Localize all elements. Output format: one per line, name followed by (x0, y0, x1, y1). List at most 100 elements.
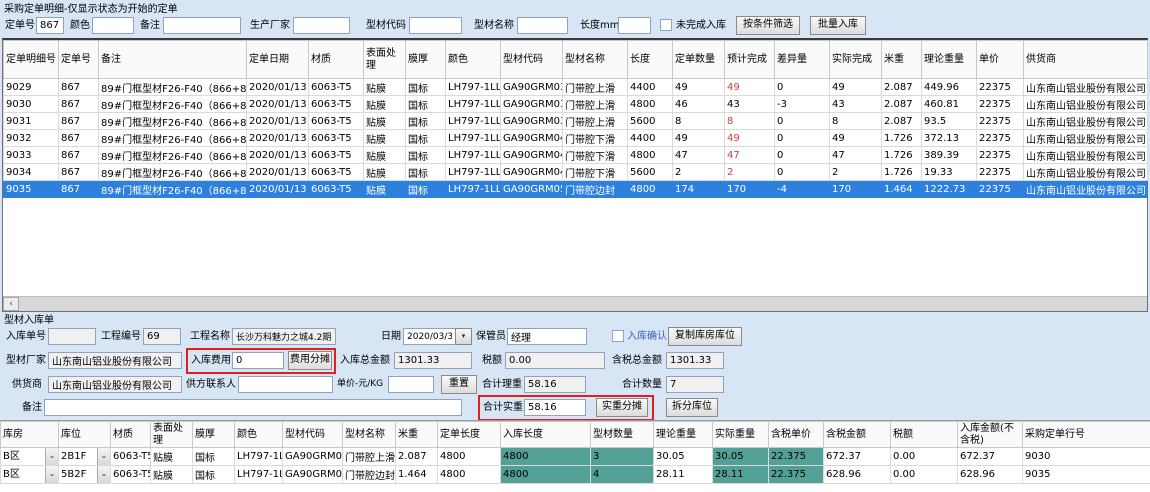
combo-cell[interactable]: 2B1F ⌄ (58, 447, 111, 466)
filter-color-input[interactable] (92, 17, 134, 34)
combo-cell[interactable]: B区 ⌄ (0, 465, 59, 484)
column-header[interactable]: 表面处理 (150, 421, 193, 448)
column-header[interactable]: 米重 (881, 40, 922, 79)
order-table-row[interactable]: 903386789#门框型材F26-F40（866+867）2020/01/13… (3, 146, 1148, 164)
inbound-confirm-checkbox[interactable] (612, 330, 624, 342)
unit-price-input[interactable] (388, 376, 434, 393)
column-header[interactable]: 实际重量 (712, 421, 769, 448)
column-header[interactable]: 型材数量 (590, 421, 654, 448)
supplier-input[interactable] (48, 376, 182, 393)
actual-weight-allocate-button[interactable]: 实重分摊 (596, 398, 648, 417)
inbound-table-row[interactable]: B区⌄5B2F⌄6063-T5贴膜国标LH797-1LL0GA90GRM05门带… (0, 465, 1150, 484)
column-header[interactable]: 含税单价 (768, 421, 824, 448)
cell: 4800 (437, 447, 501, 466)
reset-button[interactable]: 重置 (441, 375, 477, 394)
actual-weight-total-input[interactable] (524, 399, 586, 416)
cell: 89#门框型材F26-F40（866+867） (98, 146, 247, 164)
column-header[interactable]: 型材名称 (562, 40, 628, 79)
dropdown-arrow-icon[interactable]: ⌄ (45, 466, 58, 483)
cell: 4800 (500, 447, 591, 466)
cell: 门带腔边封 (562, 180, 628, 198)
factory-input[interactable] (48, 352, 182, 369)
combo-cell[interactable]: B区 ⌄ (0, 447, 59, 466)
column-header[interactable]: 实际完成 (829, 40, 882, 79)
date-input[interactable] (403, 328, 456, 345)
column-header[interactable]: 理论重量 (921, 40, 977, 79)
order-table-row[interactable]: 902986789#门框型材F26-F40（866+867）2020/01/13… (3, 78, 1148, 96)
column-header[interactable]: 差异量 (774, 40, 830, 79)
column-header[interactable]: 税额 (890, 421, 958, 448)
column-header[interactable]: 入库金额(不含税) (957, 421, 1023, 448)
cell: LH797-1LL0 (445, 95, 501, 113)
horizontal-scrollbar[interactable]: ‹ (3, 296, 1147, 311)
column-header[interactable]: 材质 (308, 40, 364, 79)
unfinished-checkbox[interactable] (660, 19, 672, 31)
filter-length-input[interactable] (618, 17, 651, 34)
column-header[interactable]: 颜色 (234, 421, 283, 448)
column-header[interactable]: 含税金额 (823, 421, 891, 448)
project-no-input[interactable] (143, 328, 181, 345)
dropdown-arrow-icon[interactable]: ⌄ (45, 448, 58, 465)
column-header[interactable]: 备注 (98, 40, 247, 79)
column-header[interactable]: 定单日期 (246, 40, 309, 79)
column-header[interactable]: 膜厚 (405, 40, 446, 79)
keeper-input[interactable] (507, 328, 587, 345)
combo-cell[interactable]: 5B2F ⌄ (58, 465, 111, 484)
copy-warehouse-location-button[interactable]: 复制库房库位 (668, 327, 742, 346)
total-amount-input[interactable] (394, 352, 472, 369)
column-header[interactable]: 米重 (395, 421, 438, 448)
column-header[interactable]: 定单数量 (672, 40, 725, 79)
column-header[interactable]: 长度 (627, 40, 673, 79)
filter-by-condition-button[interactable]: 按条件筛选 (736, 16, 800, 35)
dropdown-arrow-icon[interactable]: ⌄ (97, 466, 110, 483)
column-header[interactable]: 单价 (976, 40, 1024, 79)
fee-input[interactable] (232, 352, 284, 369)
column-header[interactable]: 定单长度 (437, 421, 501, 448)
theory-weight-total-input[interactable] (524, 376, 586, 393)
column-header[interactable]: 型材名称 (342, 421, 396, 448)
column-header[interactable]: 库位 (58, 421, 111, 448)
order-table-row[interactable]: 903486789#门框型材F26-F40（866+867）2020/01/13… (3, 163, 1148, 181)
inbound-grid-panel: 库房 库位 材质 表面处理 膜厚 颜色 型材代码 型材名称 米重 定单长度 入库长度 型材数量 理论重量… (0, 420, 1150, 492)
filter-manufacturer-input[interactable] (293, 17, 350, 34)
remark-input[interactable] (44, 399, 462, 416)
inbound-table-row[interactable]: B区⌄2B1F⌄6063-T5贴膜国标LH797-1LL0GA90GRM03门带… (0, 447, 1150, 466)
order-table-row[interactable]: 903186789#门框型材F26-F40（866+867）2020/01/13… (3, 112, 1148, 130)
column-header[interactable]: 表面处理 (363, 40, 406, 79)
column-header[interactable]: 库房 (0, 421, 59, 448)
column-header[interactable]: 理论重量 (653, 421, 713, 448)
project-name-input[interactable] (232, 328, 336, 345)
split-location-button[interactable]: 拆分库位 (666, 398, 718, 417)
order-table-row[interactable]: 903586789#门框型材F26-F40（866+867）2020/01/13… (3, 180, 1148, 198)
column-header[interactable]: 型材代码 (282, 421, 343, 448)
dropdown-arrow-icon[interactable]: ⌄ (97, 448, 110, 465)
filter-remark-input[interactable] (163, 17, 241, 34)
date-dropdown-icon[interactable]: ▾ (455, 328, 472, 345)
order-table-row[interactable]: 903086789#门框型材F26-F40（866+867）2020/01/13… (3, 95, 1148, 113)
receipt-no-input[interactable] (48, 328, 96, 345)
supplier-contact-input[interactable] (238, 376, 333, 393)
cell: 2020/01/13 (246, 146, 309, 164)
cell: 22375 (976, 180, 1024, 198)
filter-profile-code-input[interactable] (409, 17, 462, 34)
scroll-left-icon[interactable]: ‹ (3, 297, 19, 311)
qty-total-input[interactable] (666, 376, 724, 393)
filter-order-no-input[interactable] (36, 17, 64, 34)
column-header[interactable]: 入库长度 (500, 421, 591, 448)
column-header[interactable]: 颜色 (445, 40, 501, 79)
column-header[interactable]: 采购定单行号 (1022, 421, 1150, 448)
order-table-row[interactable]: 903286789#门框型材F26-F40（866+867）2020/01/13… (3, 129, 1148, 147)
cell: 22.375 (768, 447, 824, 466)
column-header[interactable]: 预计完成 (724, 40, 775, 79)
tax-total-input[interactable] (666, 352, 724, 369)
filter-profile-name-input[interactable] (517, 17, 568, 34)
column-header[interactable]: 膜厚 (192, 421, 235, 448)
batch-inbound-button[interactable]: 批量入库 (810, 16, 866, 35)
column-header[interactable]: 材质 (110, 421, 151, 448)
column-header[interactable]: 供货商 (1023, 40, 1148, 79)
column-header[interactable]: 定单号 (58, 40, 99, 79)
column-header[interactable]: 型材代码 (500, 40, 563, 79)
fee-allocate-button[interactable]: 费用分摊 (288, 351, 332, 370)
column-header[interactable]: 定单明细号 (3, 40, 59, 79)
tax-input[interactable] (505, 352, 605, 369)
